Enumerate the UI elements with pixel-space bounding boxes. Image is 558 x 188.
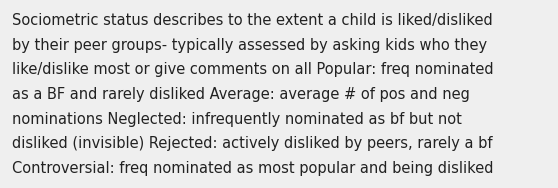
Text: as a BF and rarely disliked Average: average # of pos and neg: as a BF and rarely disliked Average: ave…	[12, 87, 470, 102]
Text: like/dislike most or give comments on all Popular: freq nominated: like/dislike most or give comments on al…	[12, 62, 494, 77]
Text: disliked (invisible) Rejected: actively disliked by peers, rarely a bf: disliked (invisible) Rejected: actively …	[12, 136, 493, 151]
Text: by their peer groups- typically assessed by asking kids who they: by their peer groups- typically assessed…	[12, 38, 487, 53]
Text: Controversial: freq nominated as most popular and being disliked: Controversial: freq nominated as most po…	[12, 161, 494, 176]
Text: Sociometric status describes to the extent a child is liked/disliked: Sociometric status describes to the exte…	[12, 13, 493, 28]
Text: nominations Neglected: infrequently nominated as bf but not: nominations Neglected: infrequently nomi…	[12, 112, 462, 127]
